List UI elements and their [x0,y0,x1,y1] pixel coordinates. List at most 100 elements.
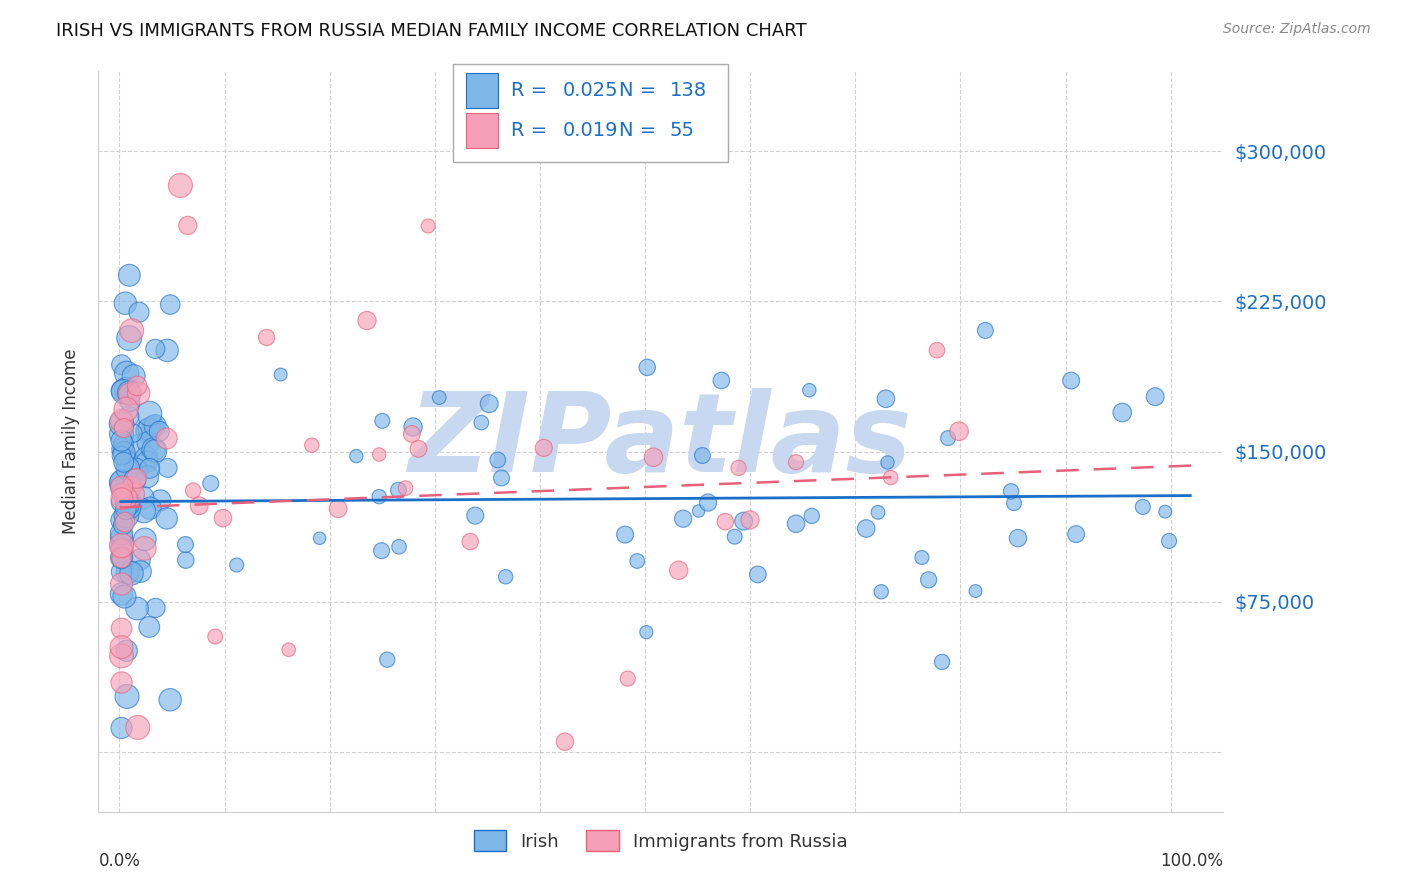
Point [118,385,141,400]
Point [371,414,394,428]
Point [110,434,132,448]
Point [122,487,145,501]
Text: IRISH VS IMMIGRANTS FROM RUSSIA MEDIAN FAMILY INCOME CORRELATION CHART: IRISH VS IMMIGRANTS FROM RUSSIA MEDIAN F… [56,22,807,40]
Point [911,550,934,565]
Point [112,445,135,459]
Point [117,456,139,470]
Point [117,497,139,511]
Point [917,573,939,587]
Point [326,501,349,516]
Point [1002,496,1025,510]
Point [1000,484,1022,499]
Point [533,441,555,455]
Point [115,508,138,523]
Point [136,435,159,450]
Point [301,438,323,452]
Point [156,511,179,525]
Point [145,600,167,615]
Point [110,485,132,500]
Point [1064,527,1087,541]
Point [110,358,132,372]
Point [110,417,132,431]
Point [111,442,134,457]
Point [110,539,132,553]
Point [125,601,148,615]
Point [110,675,132,690]
Point [149,493,172,508]
Point [177,219,200,233]
Point [115,367,138,381]
Point [118,394,141,409]
Point [710,374,733,388]
Point [1060,374,1083,388]
Point [156,343,179,358]
Point [128,305,150,319]
Point [143,418,166,433]
Point [135,451,157,466]
Point [138,407,160,421]
Point [159,693,181,707]
Point [132,504,155,518]
Point [388,540,411,554]
Point [110,540,132,554]
Point [880,470,903,484]
Text: R =: R = [512,121,547,140]
Point [131,491,153,505]
Point [128,438,150,452]
Point [142,419,165,434]
Point [115,502,138,516]
Point [138,461,160,475]
Point [128,553,150,567]
Point [120,501,142,516]
Point [110,550,132,565]
Point [344,449,367,463]
Text: 55: 55 [669,121,695,140]
Point [277,642,299,657]
Point [118,268,141,283]
Point [948,424,970,438]
Text: 0.019: 0.019 [562,121,619,140]
Point [394,481,416,495]
Point [134,541,156,556]
Point [181,483,204,498]
Point [156,461,179,475]
Point [129,565,152,579]
Point [124,463,146,477]
Text: 100.0%: 100.0% [1160,853,1223,871]
Point [427,391,450,405]
Point [115,690,138,704]
Point [112,384,135,399]
Point [110,480,132,494]
Text: N =: N = [619,121,657,140]
Point [1157,533,1180,548]
Point [692,449,714,463]
Text: R =: R = [512,81,547,100]
Point [714,515,737,529]
Point [159,297,181,311]
Text: N =: N = [619,81,657,100]
Point [876,455,898,469]
Point [931,655,953,669]
Point [402,420,425,434]
Point [188,499,211,513]
Point [110,622,132,636]
Point [134,533,156,547]
Point [110,526,132,541]
Point [668,563,690,577]
Point [626,554,648,568]
Point [470,416,492,430]
Point [110,531,132,545]
Point [636,360,658,375]
Text: 0.0%: 0.0% [98,853,141,871]
Point [965,584,987,599]
Point [491,471,513,485]
Point [486,453,509,467]
Point [110,550,132,565]
Point [127,721,149,735]
Point [733,514,755,528]
Point [401,426,423,441]
Point [110,495,132,509]
Y-axis label: Median Family Income: Median Family Income [62,349,80,534]
Point [110,587,132,601]
FancyBboxPatch shape [467,112,498,148]
